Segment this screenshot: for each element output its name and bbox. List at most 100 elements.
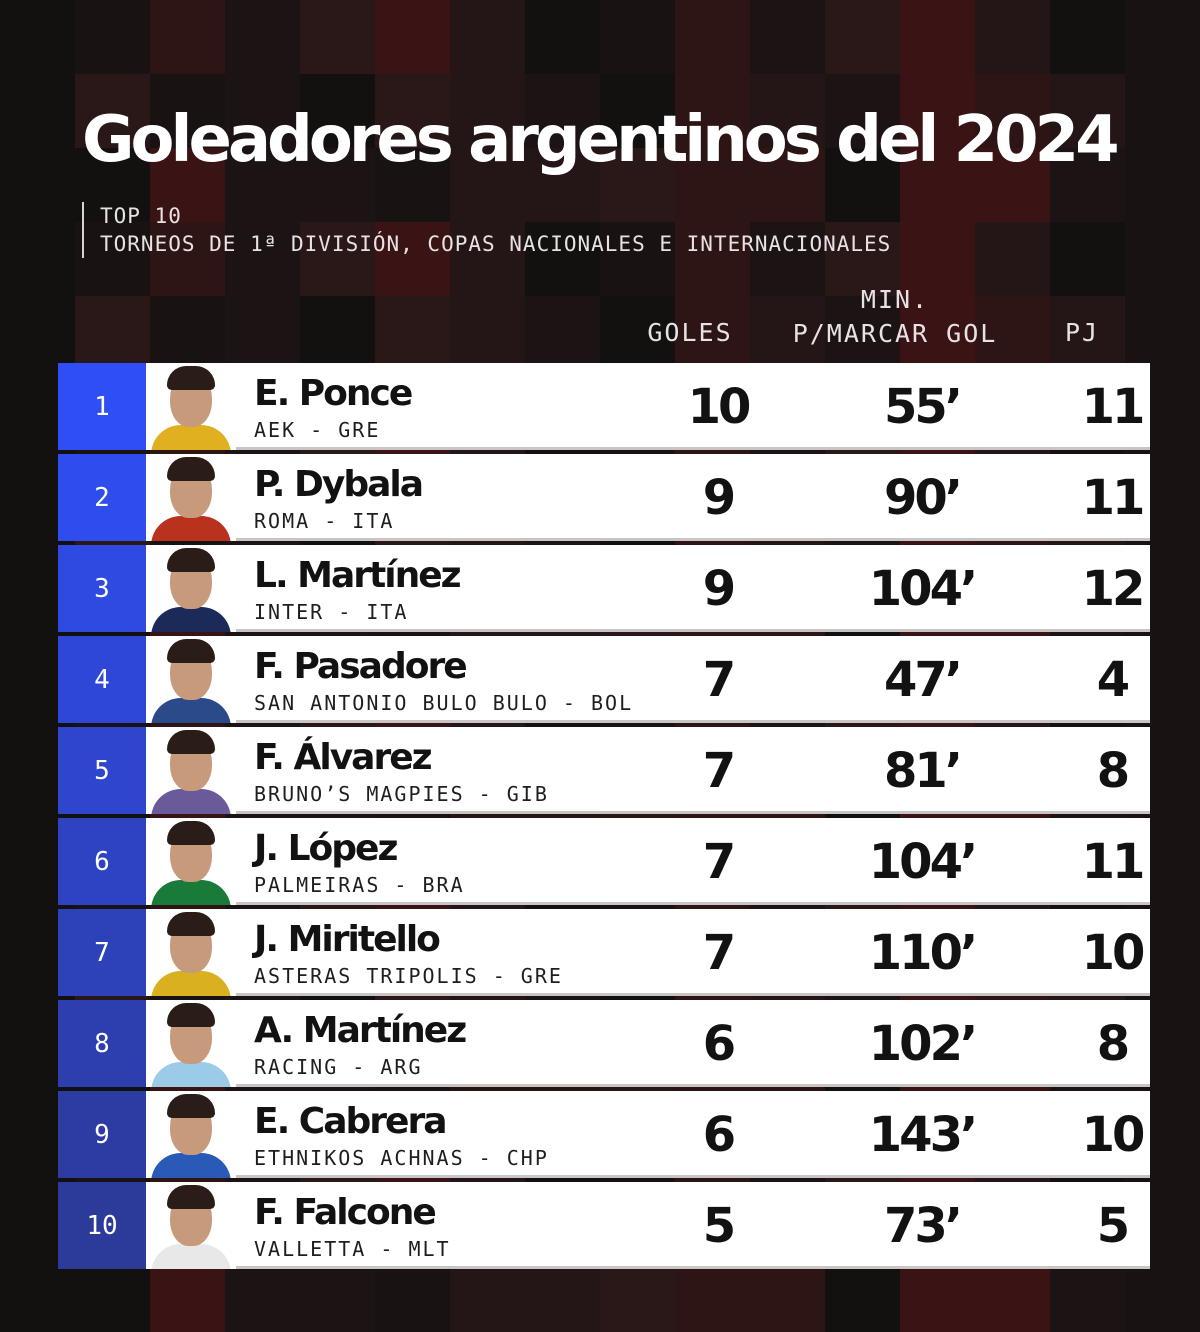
- player-name: E. Cabrera: [254, 1101, 448, 1142]
- background-tile: [675, 296, 750, 370]
- background-tile: [0, 222, 75, 296]
- goals-value: 7: [702, 924, 736, 981]
- background-tile: [75, 0, 150, 74]
- background-tile: [675, 0, 750, 74]
- background-tile: [825, 296, 900, 370]
- table-row: 8 A. Martínez RACING - ARG 6 102’ 8: [58, 1000, 1150, 1087]
- background-tile: [1125, 148, 1200, 222]
- goals-value: 7: [702, 833, 736, 890]
- background-tile: [1125, 222, 1200, 296]
- background-tile: [1050, 0, 1125, 74]
- background-tile: [600, 0, 675, 74]
- matches-played-value: 4: [1096, 651, 1130, 708]
- player-name: F. Álvarez: [254, 737, 433, 778]
- background-tile: [525, 148, 600, 222]
- rank-cell: 9: [58, 1091, 146, 1178]
- minutes-per-goal-value: 104’: [868, 560, 978, 617]
- goals-value: 5: [702, 1197, 736, 1254]
- rank-cell: 2: [58, 454, 146, 541]
- table-row: 4 F. Pasadore SAN ANTONIO BULO BULO - BOL 7…: [58, 636, 1150, 723]
- background-tile: [825, 148, 900, 222]
- minutes-per-goal-value: 55’: [883, 378, 963, 435]
- player-info: J. Miritello ASTERAS TRIPOLIS - GRE: [236, 909, 656, 996]
- background-tile: [300, 1258, 375, 1332]
- player-info: A. Martínez RACING - ARG: [236, 1000, 656, 1087]
- player-kit: [151, 880, 231, 905]
- subtitle-tournaments: TORNEOS DE 1ª DIVISIÓN, COPAS NACIONALES…: [100, 232, 892, 256]
- background-tile: [900, 222, 975, 296]
- player-name: F. Falcone: [254, 1192, 437, 1233]
- goals-value: 9: [702, 560, 736, 617]
- player-kit: [151, 607, 231, 632]
- background-tile: [750, 296, 825, 370]
- player-photo: [146, 1091, 236, 1178]
- background-tile: [975, 74, 1050, 148]
- player-kit: [151, 1062, 231, 1087]
- rank-cell: 3: [58, 545, 146, 632]
- background-tile: [675, 74, 750, 148]
- minutes-per-goal-value: 73’: [883, 1197, 963, 1254]
- player-club: AEK - GRE: [254, 418, 381, 442]
- background-tile: [150, 74, 225, 148]
- background-tile: [0, 1258, 75, 1332]
- background-tile: [1125, 1258, 1200, 1332]
- player-club: INTER - ITA: [254, 600, 409, 624]
- background-tile: [0, 296, 75, 370]
- table-row: 9 E. Cabrera ETHNIKOS ACHNAS - CHP 6 143’ 10: [58, 1091, 1150, 1178]
- background-tile: [900, 1258, 975, 1332]
- background-tile: [525, 74, 600, 148]
- player-photo: [146, 454, 236, 541]
- background-tile: [600, 1258, 675, 1332]
- background-tile: [975, 0, 1050, 74]
- minutes-per-goal-value: 143’: [868, 1106, 978, 1163]
- background-tile: [825, 74, 900, 148]
- table-row: 1 E. Ponce AEK - GRE 10 55’ 11: [58, 363, 1150, 450]
- background-tile: [300, 148, 375, 222]
- player-name: J. López: [254, 828, 398, 869]
- background-tile: [525, 296, 600, 370]
- player-kit: [151, 789, 231, 814]
- background-tile: [225, 0, 300, 74]
- player-kit: [151, 698, 231, 723]
- player-info: P. Dybala ROMA - ITA: [236, 454, 656, 541]
- player-info: F. Álvarez BRUNO’S MAGPIES - GIB: [236, 727, 656, 814]
- table-row: 10 F. Falcone VALLETTA - MLT 5 73’ 5: [58, 1182, 1150, 1269]
- background-tile: [150, 148, 225, 222]
- matches-played-value: 8: [1096, 1015, 1130, 1072]
- background-tile: [75, 74, 150, 148]
- background-tile: [975, 148, 1050, 222]
- background-tile: [225, 1258, 300, 1332]
- background-tile: [600, 74, 675, 148]
- player-info: J. López PALMEIRAS - BRA: [236, 818, 656, 905]
- matches-played-value: 8: [1096, 742, 1130, 799]
- background-tile: [675, 148, 750, 222]
- background-tile: [900, 296, 975, 370]
- background-tile: [750, 148, 825, 222]
- player-name: A. Martínez: [254, 1010, 467, 1051]
- player-kit: [151, 516, 231, 541]
- table-row: 3 L. Martínez INTER - ITA 9 104’ 12: [58, 545, 1150, 632]
- background-tile: [600, 296, 675, 370]
- background-tile: [150, 1258, 225, 1332]
- player-photo: [146, 1182, 236, 1269]
- background-tile: [225, 148, 300, 222]
- player-info: F. Falcone VALLETTA - MLT: [236, 1182, 656, 1269]
- player-club: VALLETTA - MLT: [254, 1237, 451, 1261]
- scorers-table: 1 E. Ponce AEK - GRE 10 55’ 11 2 P. Dybala ROMA …: [58, 363, 1150, 1273]
- background-tile: [75, 1258, 150, 1332]
- background-tile: [1050, 1258, 1125, 1332]
- column-header-pj: PJ: [1064, 318, 1100, 347]
- rank-cell: 6: [58, 818, 146, 905]
- matches-played-value: 10: [1081, 1106, 1146, 1163]
- minutes-per-goal-value: 104’: [868, 833, 978, 890]
- background-tile: [0, 0, 75, 74]
- goals-value: 7: [702, 742, 736, 799]
- background-tile: [900, 148, 975, 222]
- background-tile: [525, 1258, 600, 1332]
- player-name: J. Miritello: [254, 919, 441, 960]
- player-name: F. Pasadore: [254, 646, 468, 687]
- column-header-minutes: MIN. P/MARCAR GOL: [770, 283, 1020, 351]
- background-tile: [150, 0, 225, 74]
- matches-played-value: 5: [1096, 1197, 1130, 1254]
- background-tile: [225, 74, 300, 148]
